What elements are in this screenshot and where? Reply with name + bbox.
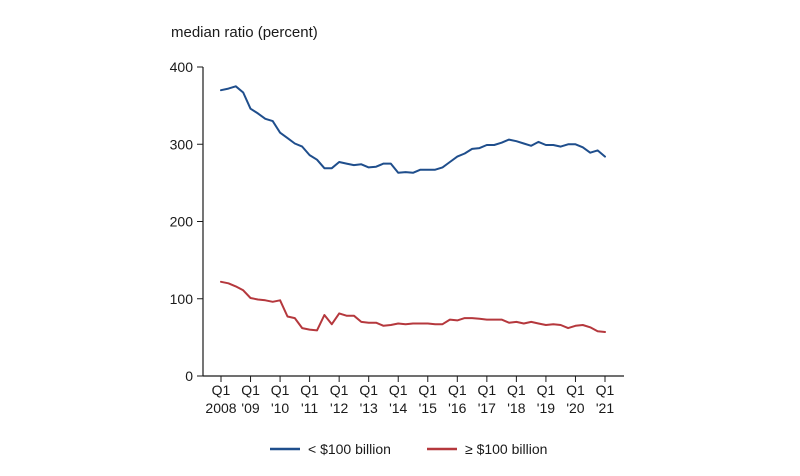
x-tick-label-year: '15 (419, 400, 437, 416)
x-tick-label-year: '09 (241, 400, 259, 416)
plot-area: 0 100 200 300 400 Q1 2008 Q1 '09 Q1 '10 Q1 '11 Q1 '12 Q… (170, 59, 624, 416)
y-axis-label: median ratio (percent) (171, 24, 318, 41)
x-tick-label-quarter: Q1 (537, 382, 556, 398)
x-tick-label-quarter: Q1 (478, 382, 497, 398)
series-line-small-banks (220, 85, 606, 174)
x-tick-label-quarter: Q1 (448, 382, 467, 398)
x-tick-label-year: '13 (360, 400, 378, 416)
x-tick-label-year: '10 (271, 400, 289, 416)
x-tick-label-quarter: Q1 (596, 382, 615, 398)
x-tick-label-quarter: Q1 (271, 382, 290, 398)
y-tick-label: 100 (170, 291, 194, 307)
x-tick-label-quarter: Q1 (359, 382, 378, 398)
x-tick-label-quarter: Q1 (389, 382, 408, 398)
x-tick-label-year: '12 (330, 400, 348, 416)
x-tick-label-quarter: Q1 (566, 382, 585, 398)
x-tick-label-year: '16 (448, 400, 466, 416)
y-tick-label: 300 (170, 136, 194, 152)
x-tick-label-year: '17 (478, 400, 496, 416)
x-tick-label-year: '14 (389, 400, 407, 416)
x-tick-label-year: 2008 (205, 400, 236, 416)
x-tick-label-quarter: Q1 (300, 382, 319, 398)
legend-label-small-banks: < $100 billion (308, 441, 391, 457)
series-line-large-banks (220, 280, 606, 333)
x-tick-label-quarter: Q1 (507, 382, 526, 398)
y-tick-label: 200 (170, 214, 194, 230)
legend: < $100 billion ≥ $100 billion (270, 441, 547, 457)
legend-label-large-banks: ≥ $100 billion (465, 441, 547, 457)
x-tick-label-quarter: Q1 (418, 382, 437, 398)
x-tick-label-year: '19 (537, 400, 555, 416)
x-tick-label-year: '11 (301, 400, 318, 416)
x-tick-label-quarter: Q1 (330, 382, 349, 398)
x-tick-label-year: '18 (507, 400, 525, 416)
x-tick-label-quarter: Q1 (241, 382, 260, 398)
y-tick-label: 400 (170, 59, 194, 75)
x-tick-label-year: '21 (596, 400, 614, 416)
x-tick-label-year: '20 (566, 400, 584, 416)
x-tick-label-quarter: Q1 (212, 382, 231, 398)
y-tick-label: 0 (185, 368, 193, 384)
